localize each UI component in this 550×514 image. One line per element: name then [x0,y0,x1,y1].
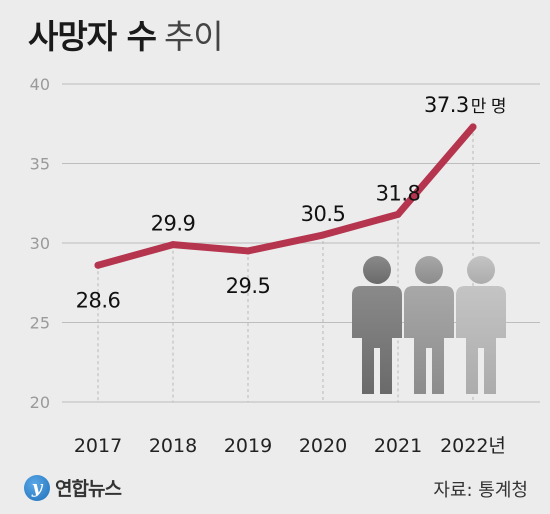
y-tick-label: 40 [30,75,50,94]
yonhap-logo: y 연합뉴스 [24,474,122,501]
people-illustration [352,256,506,394]
data-point [94,261,102,269]
data-label-value: 37.3 [424,93,469,117]
data-label: 37.3 만 명 [424,93,506,117]
data-point [244,247,252,255]
data-label: 31.8 [376,181,421,205]
data-label-unit: 만 명 [471,97,506,117]
data-point [469,123,477,131]
data-labels: 28.6 29.9 29.5 30.5 31.8 37.3 만 명 [76,93,507,312]
x-tick-label: 2022년 [440,435,506,457]
series-line [94,123,477,269]
person-icon [456,256,506,394]
y-tick-label: 30 [30,234,50,253]
x-axis: 2017 2018 2019 2020 2021 2022년 [74,435,506,457]
data-label: 28.6 [76,288,121,312]
data-label-value: 31.8 [376,181,421,205]
chart-title: 사망자 수 추이 [28,10,224,58]
data-label-value: 29.9 [151,212,196,236]
x-tick-label: 2021 [374,435,422,457]
person-icon [352,256,402,394]
data-label-value: 28.6 [76,288,121,312]
x-tick-label: 2019 [224,435,272,457]
series-polyline [94,123,477,269]
data-point [319,231,327,239]
data-label: 30.5 [301,202,346,226]
data-label-value: 30.5 [301,202,346,226]
data-label-value: 29.5 [226,274,271,298]
data-point [169,241,177,249]
y-tick-label: 25 [30,314,50,333]
x-tick-label: 2018 [149,435,197,457]
title-sub: 추이 [163,17,224,56]
data-label: 29.9 [151,212,196,236]
title-main: 사망자 수 [28,17,157,56]
source-note: 자료: 통계청 [433,480,528,501]
data-label: 29.5 [226,274,271,298]
x-tick-label: 2020 [299,435,347,457]
x-tick-label: 2017 [74,435,122,457]
data-point [394,210,402,218]
y-tick-label: 20 [30,393,50,412]
logo-text: 연합뉴스 [55,478,122,500]
person-icon [404,256,454,394]
yonhap-logo-icon: y [24,474,50,501]
y-tick-label: 35 [30,155,50,174]
